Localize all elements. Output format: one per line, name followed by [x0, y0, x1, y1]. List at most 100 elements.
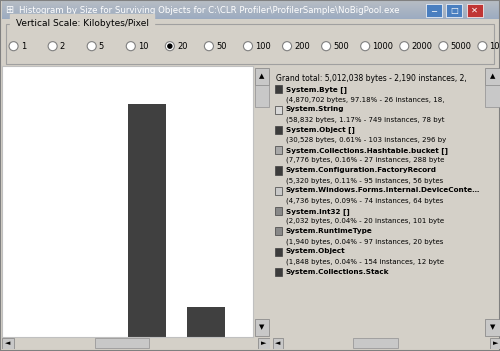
- Circle shape: [478, 42, 487, 51]
- Circle shape: [168, 44, 172, 48]
- Text: 20: 20: [177, 42, 188, 51]
- Circle shape: [126, 42, 136, 51]
- Circle shape: [244, 42, 252, 51]
- Bar: [275, 146, 282, 154]
- Text: (7,776 bytes, 0.16% - 27 instances, 288 byte: (7,776 bytes, 0.16% - 27 instances, 288 …: [286, 157, 444, 164]
- Bar: [255, 85, 269, 107]
- Text: 10: 10: [138, 42, 148, 51]
- Bar: [490, 338, 500, 349]
- Bar: [275, 207, 282, 215]
- Bar: [2, 18, 498, 19]
- Text: Histogram by Size for Surviving Objects for C:\CLR Profiler\ProfilerSample\NoBig: Histogram by Size for Surviving Objects …: [20, 6, 400, 14]
- Text: 1: 1: [20, 42, 26, 51]
- FancyBboxPatch shape: [446, 4, 462, 17]
- Text: System.Object: System.Object: [286, 248, 345, 254]
- Text: (2,032 bytes, 0.04% - 20 instances, 101 byte: (2,032 bytes, 0.04% - 20 instances, 101 …: [286, 218, 444, 224]
- Text: ►: ►: [262, 340, 267, 346]
- Bar: [128, 104, 166, 337]
- Text: ▼: ▼: [260, 324, 264, 330]
- Circle shape: [360, 42, 370, 51]
- Bar: [273, 338, 283, 349]
- Text: ─: ─: [432, 6, 436, 15]
- Text: ⊞: ⊞: [6, 5, 14, 15]
- Bar: [275, 268, 282, 276]
- Bar: [2, 3, 498, 4]
- Bar: [2, 1, 498, 2]
- Circle shape: [400, 42, 409, 51]
- Circle shape: [87, 42, 96, 51]
- Text: □: □: [450, 6, 458, 15]
- Text: System.Int32 []: System.Int32 []: [286, 208, 350, 215]
- Text: ▼: ▼: [490, 324, 495, 330]
- Text: (5,320 bytes, 0.11% - 95 instances, 56 bytes: (5,320 bytes, 0.11% - 95 instances, 56 b…: [286, 177, 443, 184]
- Bar: [486, 68, 500, 85]
- Text: (58,832 bytes, 1.17% - 749 instances, 78 byt: (58,832 bytes, 1.17% - 749 instances, 78…: [286, 117, 444, 123]
- Bar: [2, 5, 498, 6]
- Bar: [2, 4, 498, 5]
- Text: System.Windows.Forms.Internal.DeviceConte…: System.Windows.Forms.Internal.DeviceCont…: [286, 187, 480, 193]
- Text: (1,940 bytes, 0.04% - 97 instances, 20 bytes: (1,940 bytes, 0.04% - 97 instances, 20 b…: [286, 238, 443, 245]
- Bar: [187, 307, 225, 337]
- Bar: [2, 338, 14, 349]
- Text: System.Byte []: System.Byte []: [286, 86, 346, 93]
- Text: (1,848 bytes, 0.04% - 154 instances, 12 byte: (1,848 bytes, 0.04% - 154 instances, 12 …: [286, 258, 444, 265]
- Text: 2000: 2000: [412, 42, 432, 51]
- Bar: [2, 11, 498, 12]
- Text: System.Collections.Stack: System.Collections.Stack: [286, 269, 389, 274]
- FancyBboxPatch shape: [6, 24, 494, 64]
- Bar: [258, 338, 270, 349]
- Text: System.String: System.String: [286, 106, 344, 112]
- Bar: [255, 68, 269, 85]
- Bar: [2, 12, 498, 13]
- Bar: [275, 187, 282, 195]
- Bar: [2, 17, 498, 18]
- Text: ►: ►: [493, 340, 498, 346]
- Circle shape: [166, 42, 174, 51]
- Text: 2: 2: [60, 42, 65, 51]
- Text: (4,736 bytes, 0.09% - 74 instances, 64 bytes: (4,736 bytes, 0.09% - 74 instances, 64 b…: [286, 198, 443, 204]
- Text: 10000: 10000: [490, 42, 500, 51]
- Bar: [2, 2, 498, 3]
- Circle shape: [48, 42, 57, 51]
- Bar: [2, 14, 498, 15]
- Bar: [486, 85, 500, 107]
- Text: 5000: 5000: [450, 42, 471, 51]
- Circle shape: [322, 42, 330, 51]
- Circle shape: [204, 42, 214, 51]
- Bar: [2, 9, 498, 10]
- Text: (30,528 bytes, 0.61% - 103 instances, 296 by: (30,528 bytes, 0.61% - 103 instances, 29…: [286, 137, 446, 143]
- Circle shape: [9, 42, 18, 51]
- Text: 100: 100: [255, 42, 271, 51]
- Bar: [2, 10, 498, 11]
- Text: Vertical Scale: Kilobytes/Pixel: Vertical Scale: Kilobytes/Pixel: [16, 20, 148, 28]
- Bar: [275, 126, 282, 134]
- Circle shape: [439, 42, 448, 51]
- Bar: [275, 166, 282, 174]
- Bar: [2, 8, 498, 9]
- FancyBboxPatch shape: [466, 4, 482, 17]
- Circle shape: [282, 42, 292, 51]
- Bar: [2, 16, 498, 17]
- Bar: [352, 338, 398, 348]
- Text: ◄: ◄: [276, 340, 280, 346]
- FancyBboxPatch shape: [426, 4, 442, 17]
- Text: System.RuntimeType: System.RuntimeType: [286, 228, 372, 234]
- Bar: [96, 338, 149, 348]
- Bar: [275, 106, 282, 114]
- Bar: [275, 248, 282, 256]
- Bar: [2, 6, 498, 7]
- Bar: [275, 85, 282, 93]
- Text: System.Object []: System.Object []: [286, 127, 354, 133]
- Bar: [255, 319, 269, 336]
- Bar: [275, 227, 282, 236]
- Text: 1000: 1000: [372, 42, 393, 51]
- Text: System.Collections.Hashtable.bucket []: System.Collections.Hashtable.bucket []: [286, 147, 448, 154]
- Bar: [2, 13, 498, 14]
- Bar: [2, 15, 498, 16]
- Text: System.Configuration.FactoryRecord: System.Configuration.FactoryRecord: [286, 167, 436, 173]
- Bar: [486, 319, 500, 336]
- Text: 50: 50: [216, 42, 226, 51]
- Text: 500: 500: [333, 42, 349, 51]
- Text: ✕: ✕: [471, 6, 478, 15]
- Text: 200: 200: [294, 42, 310, 51]
